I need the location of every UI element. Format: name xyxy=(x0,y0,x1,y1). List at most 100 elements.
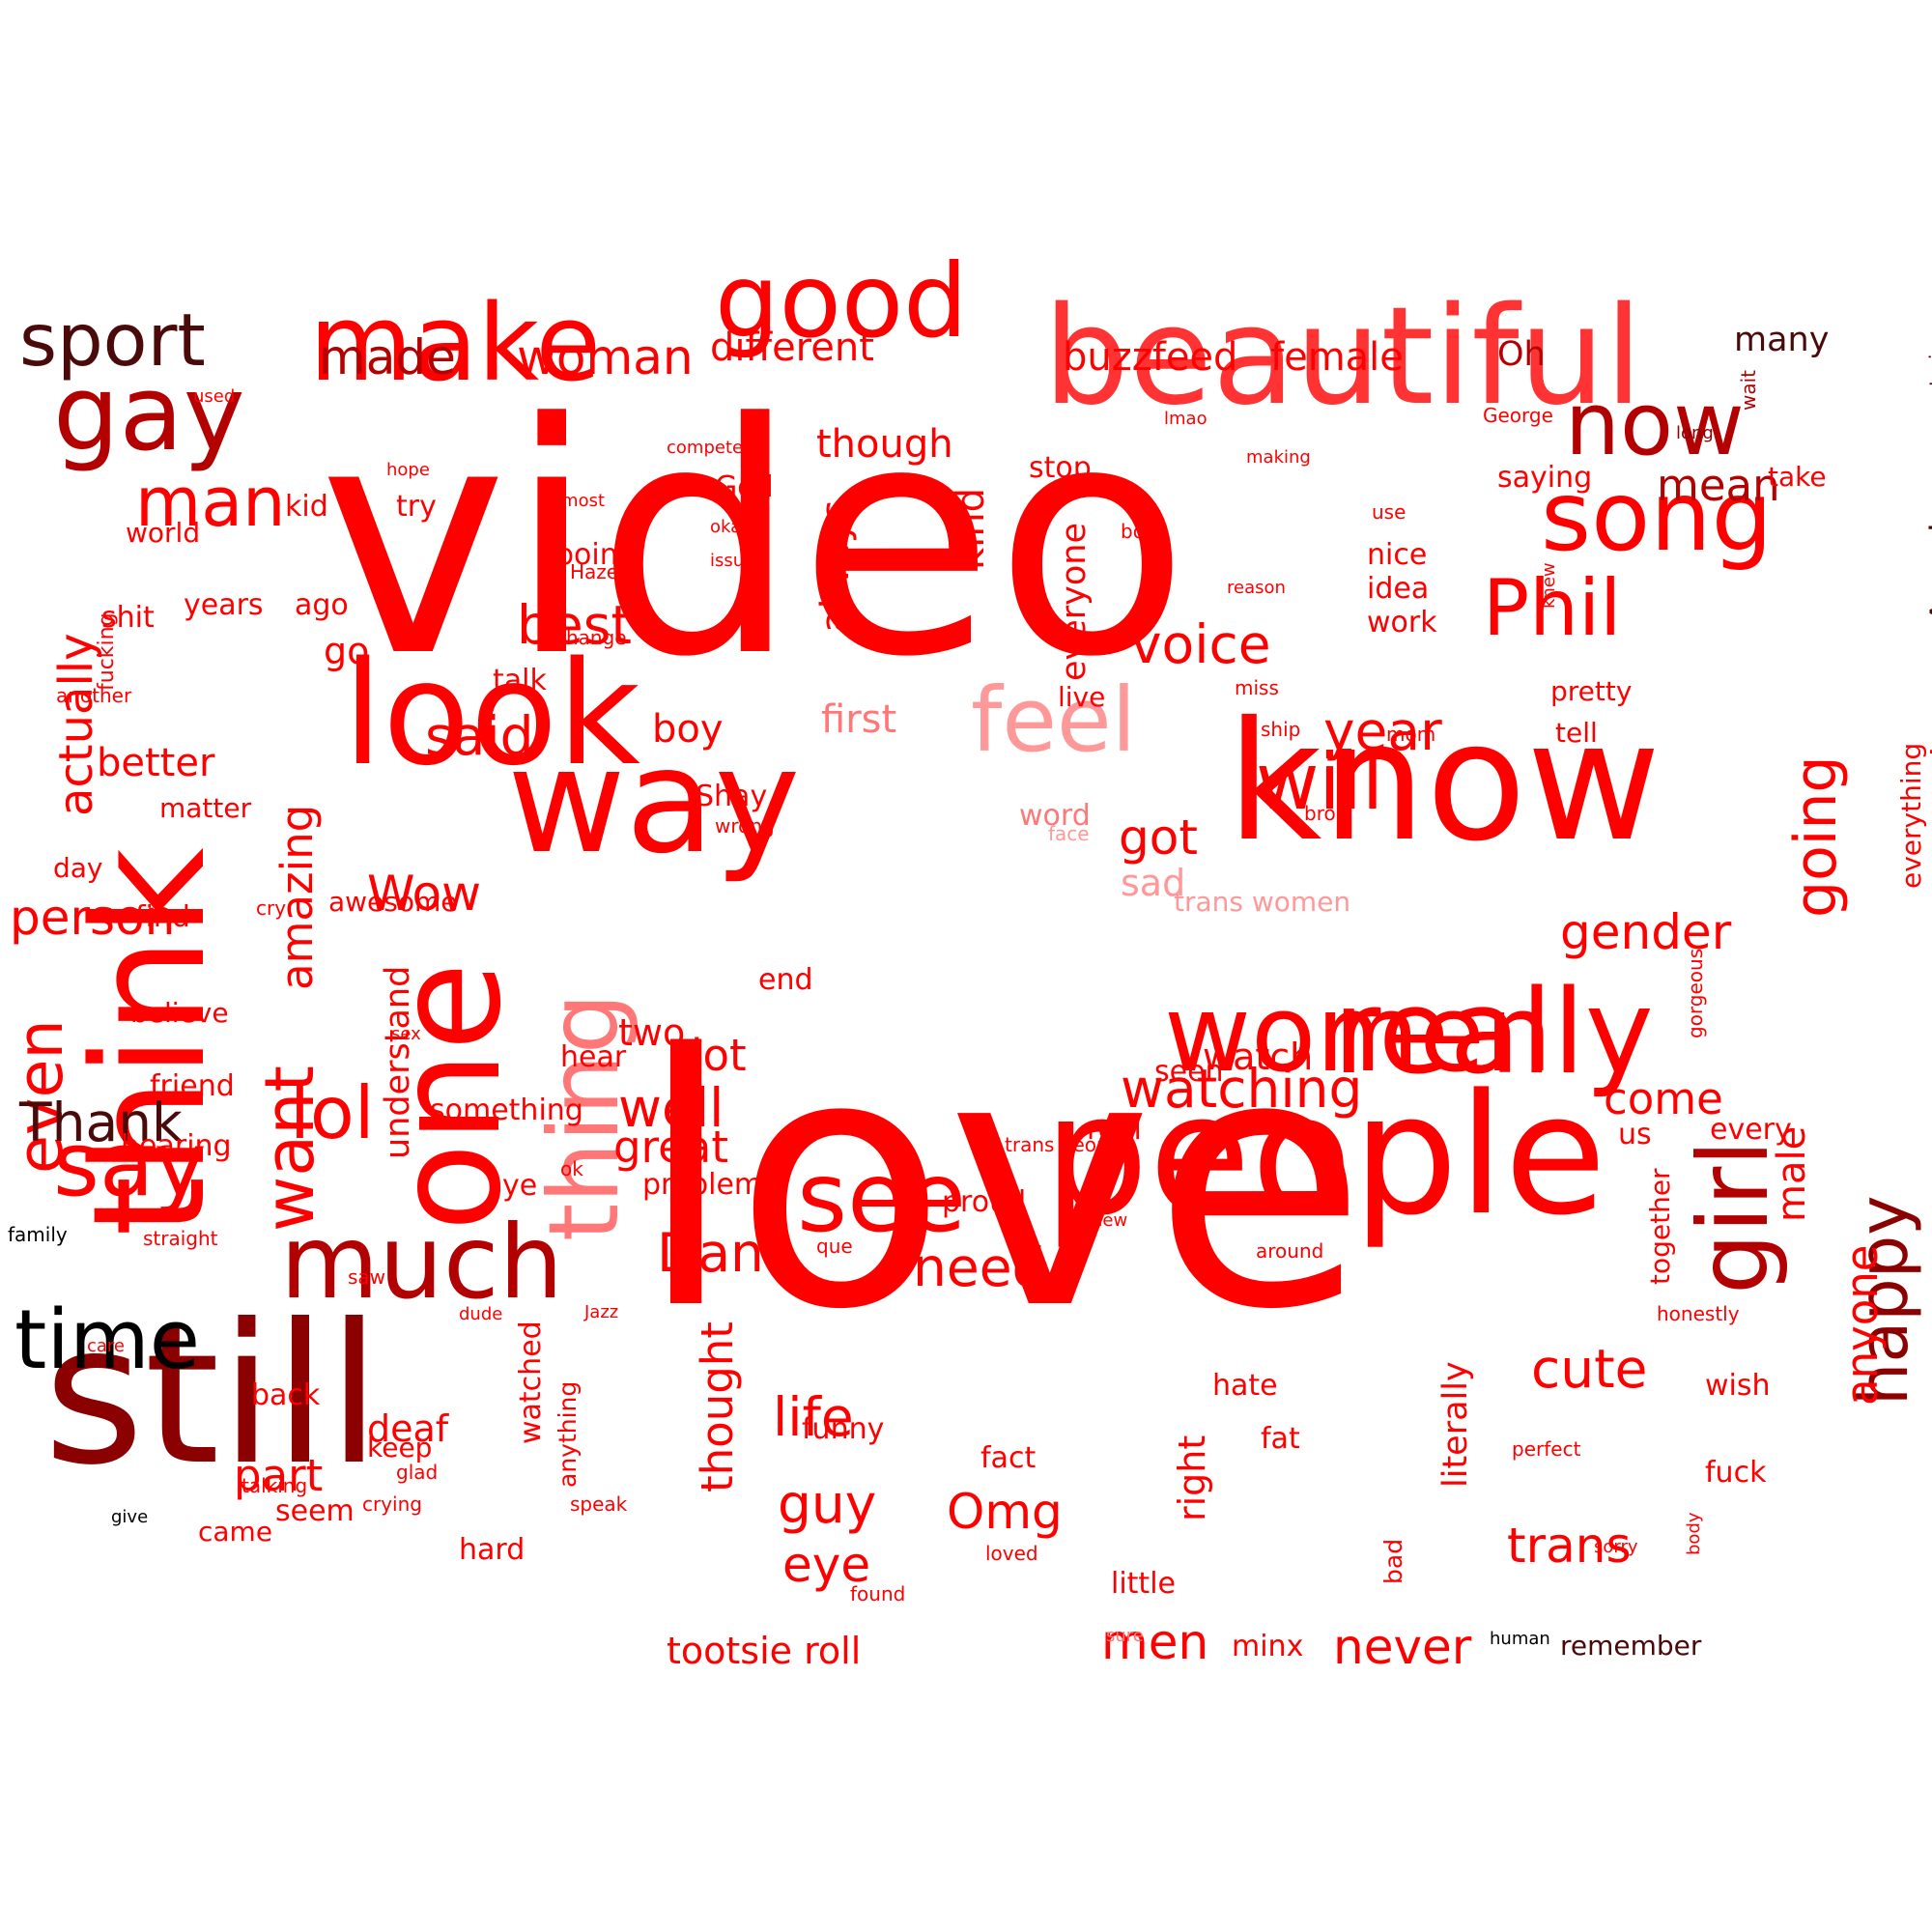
word-us: us xyxy=(1618,1118,1652,1151)
word-que: que xyxy=(816,1235,853,1258)
word-end: end xyxy=(758,963,813,997)
word-family: family xyxy=(8,1223,68,1246)
word-saw: saw xyxy=(348,1265,386,1289)
word-understand: understand xyxy=(379,965,417,1159)
word-dude: dude xyxy=(459,1304,503,1324)
word-literally: literally xyxy=(1436,1361,1475,1488)
word-fact: fact xyxy=(980,1441,1037,1475)
word-issue: issue xyxy=(710,551,755,571)
word-trying: trying xyxy=(1925,329,1932,386)
word-long: long xyxy=(1676,423,1714,443)
word-making: making xyxy=(1246,447,1311,468)
word-come: come xyxy=(1604,1073,1723,1124)
word-real: real xyxy=(1087,1113,1142,1147)
word-try: try xyxy=(396,490,437,524)
word-crying: crying xyxy=(362,1492,422,1516)
word-hear: hear xyxy=(560,1040,627,1074)
word-new: new xyxy=(1092,1210,1128,1231)
word-someone: someone xyxy=(1923,953,1932,1141)
word-best: best xyxy=(517,594,632,656)
word-woman: woman xyxy=(517,329,694,385)
word-everything: everything xyxy=(1895,742,1927,889)
word-pretty: pretty xyxy=(1550,675,1633,707)
word-take: take xyxy=(1768,461,1827,493)
word-nice: nice xyxy=(1367,538,1428,572)
word-time: time xyxy=(14,1293,201,1388)
word-got: got xyxy=(1119,810,1198,866)
word-wow: Wow xyxy=(367,866,481,922)
word-people: people xyxy=(1043,1058,1607,1252)
word-made: made xyxy=(319,329,456,385)
word-keep: keep xyxy=(367,1432,433,1463)
word-idea: idea xyxy=(1367,572,1430,606)
word-look: look xyxy=(343,631,640,797)
word-sport: sport xyxy=(19,298,206,383)
word-word: word xyxy=(1019,799,1091,833)
word-bro: bro xyxy=(1304,802,1336,825)
word-song: song xyxy=(1541,460,1774,573)
word-body: body xyxy=(1684,1512,1704,1555)
word-wish: wish xyxy=(1705,1369,1771,1403)
word-hard: hard xyxy=(459,1533,526,1567)
word-born: born xyxy=(1121,520,1165,543)
word-deaf: deaf xyxy=(367,1407,449,1450)
word-watch: watch xyxy=(1203,1036,1314,1078)
word-change: change xyxy=(555,626,627,649)
word-will: will xyxy=(1256,737,1384,827)
word-watched: watched xyxy=(514,1321,548,1444)
word-live: live xyxy=(1058,681,1106,713)
word-anything: anything xyxy=(554,1380,582,1488)
word-men: men xyxy=(1101,1614,1209,1670)
word-see: see xyxy=(797,1141,967,1254)
word-point: point xyxy=(555,538,630,572)
word-straight: straight xyxy=(143,1227,218,1250)
word-honestly: honestly xyxy=(1657,1302,1740,1325)
word-gorgeous: gorgeous xyxy=(1684,948,1707,1038)
word-going: going xyxy=(1782,755,1850,918)
word-talking: talking xyxy=(242,1474,308,1497)
word-world: world xyxy=(126,517,201,549)
word-seem: seem xyxy=(275,1494,355,1528)
word-speak: speak xyxy=(570,1492,628,1516)
word-now: now xyxy=(1565,374,1745,475)
word-wrong: wrong xyxy=(715,814,775,838)
word-know: know xyxy=(1227,687,1662,878)
word-never: never xyxy=(1333,1619,1472,1675)
word-human: human xyxy=(1490,1629,1550,1649)
word-another: another xyxy=(56,684,132,707)
word-much: much xyxy=(280,1204,564,1321)
word-find: find xyxy=(135,900,190,934)
word-around: around xyxy=(1256,1239,1324,1263)
word-wait: wait xyxy=(1737,369,1760,411)
word-cry: cry xyxy=(256,896,287,920)
word-use: use xyxy=(1372,500,1406,524)
word-buzzfeed: buzzfeed xyxy=(1063,335,1238,380)
word-man: man xyxy=(135,463,286,542)
word-said: said xyxy=(425,705,534,767)
word-compete: compete xyxy=(667,438,744,458)
word-anyone: anyone xyxy=(1836,1244,1888,1406)
word-cute: cute xyxy=(1531,1338,1648,1400)
word-work: work xyxy=(1367,606,1437,639)
word-s: s xyxy=(749,493,762,521)
word-good: good xyxy=(715,242,968,360)
word-trans: trans xyxy=(1507,1518,1632,1574)
word-glad: glad xyxy=(396,1461,439,1484)
word-need: need xyxy=(913,1236,1046,1298)
word-dan: Dan xyxy=(657,1222,764,1284)
word-really: really xyxy=(1333,966,1654,1100)
word-trans-women: trans women xyxy=(1174,886,1351,918)
word-girl: girl xyxy=(1677,1139,1790,1294)
word-feel: feel xyxy=(971,668,1137,772)
word-bad: bad xyxy=(1379,1538,1407,1584)
word-perfect: perfect xyxy=(1512,1437,1581,1461)
word-omg: Omg xyxy=(947,1484,1063,1540)
word-ok: ok xyxy=(560,1157,583,1180)
word-better: better xyxy=(97,741,215,785)
word-lmao: lmao xyxy=(1164,409,1208,429)
word-oh: Oh xyxy=(1497,335,1546,374)
word-well: well xyxy=(618,1077,724,1139)
word-eye: eye xyxy=(782,1537,871,1593)
word-many: many xyxy=(1734,321,1830,359)
